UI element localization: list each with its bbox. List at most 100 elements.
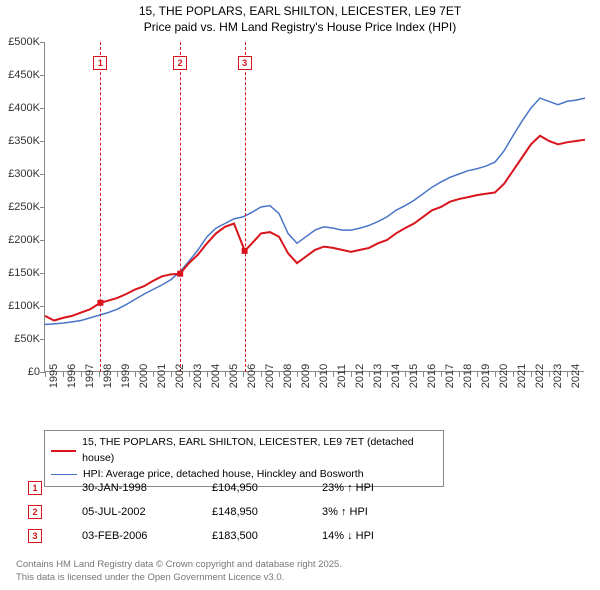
sales-marker: 2	[28, 505, 42, 519]
sales-price: £148,950	[212, 506, 322, 518]
xtick-mark	[135, 372, 136, 377]
sale-marker-box: 3	[238, 56, 252, 70]
xtick-mark	[513, 372, 514, 377]
xtick-label: 2000	[138, 364, 150, 388]
xtick-mark	[99, 372, 100, 377]
xtick-label: 2024	[570, 364, 582, 388]
xtick-label: 2008	[282, 364, 294, 388]
xtick-label: 2005	[228, 364, 240, 388]
xtick-mark	[243, 372, 244, 377]
sales-date: 30-JAN-1998	[82, 482, 212, 494]
sale-vline	[245, 42, 246, 372]
xtick-label: 1998	[102, 364, 114, 388]
legend-swatch	[51, 450, 76, 452]
xtick-label: 2007	[264, 364, 276, 388]
sales-marker: 3	[28, 529, 42, 543]
xtick-label: 2012	[354, 364, 366, 388]
plot-region: 123	[44, 42, 584, 372]
xtick-mark	[423, 372, 424, 377]
xtick-mark	[261, 372, 262, 377]
xtick-label: 2014	[390, 364, 402, 388]
xtick-mark	[225, 372, 226, 377]
ytick-label: £500K	[8, 36, 40, 48]
chart-container: 15, THE POPLARS, EARL SHILTON, LEICESTER…	[0, 0, 600, 590]
sales-row: 130-JAN-1998£104,95023% ↑ HPI	[28, 476, 432, 500]
xtick-label: 2006	[246, 364, 258, 388]
footer-line2: This data is licensed under the Open Gov…	[16, 572, 342, 584]
sales-pct: 23% ↑ HPI	[322, 482, 432, 494]
xtick-label: 2015	[408, 364, 420, 388]
series-hpi	[45, 98, 585, 324]
legend-row: 15, THE POPLARS, EARL SHILTON, LEICESTER…	[51, 435, 437, 467]
sales-pct: 14% ↓ HPI	[322, 530, 432, 542]
ytick-label: £400K	[8, 102, 40, 114]
xtick-mark	[63, 372, 64, 377]
ytick-mark	[40, 273, 45, 274]
xtick-mark	[297, 372, 298, 377]
sales-table: 130-JAN-1998£104,95023% ↑ HPI 2 05-JUL-200…	[28, 476, 432, 548]
sales-row: 2 05-JUL-2002£148,9503% ↑ HPI	[28, 500, 432, 524]
xtick-mark	[549, 372, 550, 377]
sale-vline	[100, 42, 101, 372]
xtick-mark	[171, 372, 172, 377]
xtick-mark	[153, 372, 154, 377]
xtick-mark	[459, 372, 460, 377]
xtick-mark	[189, 372, 190, 377]
xtick-label: 1995	[48, 364, 60, 388]
xtick-mark	[387, 372, 388, 377]
xtick-mark	[315, 372, 316, 377]
xtick-mark	[369, 372, 370, 377]
xtick-label: 2016	[426, 364, 438, 388]
xtick-mark	[279, 372, 280, 377]
xtick-label: 2021	[516, 364, 528, 388]
sales-date: 03-FEB-2006	[82, 530, 212, 542]
xtick-label: 2023	[552, 364, 564, 388]
sales-date: 05-JUL-2002	[82, 506, 212, 518]
footer: Contains HM Land Registry data © Crown c…	[16, 559, 342, 584]
xtick-mark	[441, 372, 442, 377]
ytick-mark	[40, 207, 45, 208]
xtick-label: 2013	[372, 364, 384, 388]
sale-vline	[180, 42, 181, 372]
ytick-mark	[40, 339, 45, 340]
xtick-label: 2019	[480, 364, 492, 388]
sales-pct: 3% ↑ HPI	[322, 506, 432, 518]
sale-marker-box: 2	[173, 56, 187, 70]
ytick-mark	[40, 141, 45, 142]
xtick-label: 2004	[210, 364, 222, 388]
ytick-label: £350K	[8, 135, 40, 147]
legend-label: 15, THE POPLARS, EARL SHILTON, LEICESTER…	[82, 435, 437, 467]
plot-svg	[45, 42, 585, 372]
xtick-label: 1997	[84, 364, 96, 388]
title-line2: Price paid vs. HM Land Registry's House …	[0, 20, 600, 36]
ytick-label: £250K	[8, 201, 40, 213]
ytick-label: £450K	[8, 69, 40, 81]
xtick-mark	[207, 372, 208, 377]
sales-price: £183,500	[212, 530, 322, 542]
legend-swatch	[51, 474, 77, 475]
xtick-mark	[351, 372, 352, 377]
xtick-label: 2018	[462, 364, 474, 388]
footer-line1: Contains HM Land Registry data © Crown c…	[16, 559, 342, 571]
ytick-label: £150K	[8, 267, 40, 279]
xtick-mark	[477, 372, 478, 377]
title-line1: 15, THE POPLARS, EARL SHILTON, LEICESTER…	[0, 4, 600, 20]
ytick-mark	[40, 75, 45, 76]
xtick-label: 2011	[336, 364, 348, 388]
sales-row: 3 03-FEB-2006£183,50014% ↓ HPI	[28, 524, 432, 548]
xtick-label: 2003	[192, 364, 204, 388]
ytick-label: £300K	[8, 168, 40, 180]
ytick-label: £200K	[8, 234, 40, 246]
xtick-mark	[531, 372, 532, 377]
xtick-label: 2001	[156, 364, 168, 388]
xtick-label: 2017	[444, 364, 456, 388]
ytick-label: £0	[28, 366, 40, 378]
xtick-label: 2009	[300, 364, 312, 388]
xtick-mark	[117, 372, 118, 377]
ytick-label: £50K	[14, 333, 40, 345]
xtick-label: 2022	[534, 364, 546, 388]
xtick-mark	[405, 372, 406, 377]
xtick-label: 1999	[120, 364, 132, 388]
ytick-mark	[40, 108, 45, 109]
title-block: 15, THE POPLARS, EARL SHILTON, LEICESTER…	[0, 0, 600, 37]
